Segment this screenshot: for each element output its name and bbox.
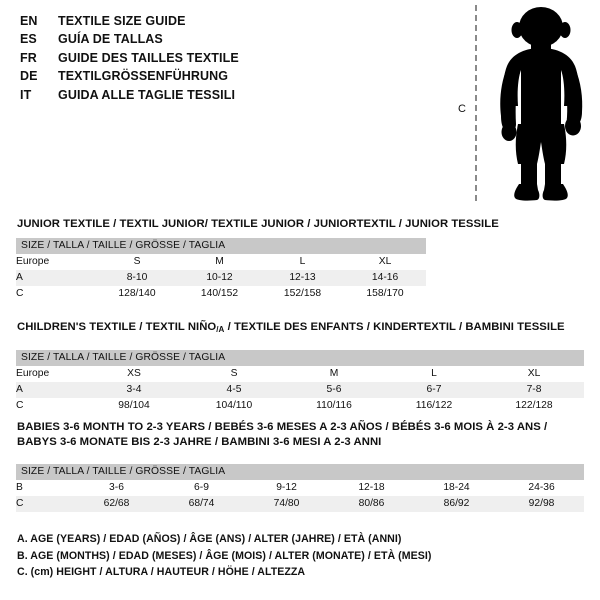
babies-row-label-b: B [16, 480, 74, 496]
section-heading-babies-line1: BABIES 3-6 MONTH TO 2-3 YEARS / BEBÉS 3-… [17, 421, 548, 433]
children-size-table: SIZE / TALLA / TAILLE / GRÖSSE / TAGLIA … [16, 350, 585, 414]
children-row-label-a: A [16, 382, 84, 398]
children-row-label-europe: Europe [16, 366, 84, 382]
junior-row-label-europe: Europe [16, 254, 96, 270]
table-row: C 98/104 104/110 110/116 116/122 122/128 [16, 398, 585, 414]
children-size-l: L [384, 366, 484, 382]
babies-months-2: 6-9 [159, 480, 244, 496]
language-code-es: ES [20, 32, 37, 47]
children-age-xl: 7-8 [484, 382, 585, 398]
table-row: C 62/68 68/74 74/80 80/86 86/92 92/98 [16, 496, 585, 512]
language-row-de: DE TEXTILGRÖSSENFÜHRUNG [20, 69, 440, 87]
children-size-xs: XS [84, 366, 184, 382]
height-illustration: C [440, 0, 600, 210]
section-heading-children-post: / TEXTILE DES ENFANTS / KINDERTEXTIL / B… [224, 321, 565, 333]
junior-row-label-a: A [16, 270, 96, 286]
language-row-es: ES GUÍA DE TALLAS [20, 32, 440, 50]
language-row-it: IT GUIDA ALLE TAGLIE TESSILI [20, 88, 440, 106]
junior-row-label-c: C [16, 286, 96, 302]
babies-height-6: 92/98 [499, 496, 585, 512]
language-title-it: GUIDA ALLE TAGLIE TESSILI [58, 87, 236, 102]
babies-months-6: 24-36 [499, 480, 585, 496]
children-height-l: 116/122 [384, 398, 484, 414]
legend-line-c: C. (cm) HEIGHT / ALTURA / HAUTEUR / HÖHE… [17, 566, 306, 578]
section-heading-babies-line2: BABYS 3-6 MONATE BIS 2-3 JAHRE / BAMBINI… [17, 436, 382, 448]
language-code-de: DE [20, 69, 38, 84]
children-age-s: 4-5 [184, 382, 284, 398]
junior-age-m: 10-12 [178, 270, 261, 286]
children-age-l: 6-7 [384, 382, 484, 398]
babies-months-1: 3-6 [74, 480, 159, 496]
language-row-fr: FR GUIDE DES TAILLES TEXTILE [20, 51, 440, 69]
babies-months-4: 12-18 [329, 480, 414, 496]
babies-table-band-header: SIZE / TALLA / TAILLE / GRÖSSE / TAGLIA [16, 464, 585, 480]
junior-age-l: 12-13 [261, 270, 344, 286]
language-row-en: EN TEXTILE SIZE GUIDE [20, 14, 440, 32]
children-height-s: 104/110 [184, 398, 284, 414]
junior-size-m: M [178, 254, 261, 270]
junior-age-s: 8-10 [96, 270, 178, 286]
junior-height-xl: 158/170 [344, 286, 427, 302]
table-row: Europe S M L XL [16, 254, 427, 270]
language-title-de: TEXTILGRÖSSENFÜHRUNG [58, 69, 229, 84]
table-row: Europe XS S M L XL [16, 366, 585, 382]
junior-table-band-header: SIZE / TALLA / TAILLE / GRÖSSE / TAGLIA [16, 238, 427, 254]
children-height-xs: 98/104 [84, 398, 184, 414]
legend-line-a: A. AGE (YEARS) / EDAD (AÑOS) / ÂGE (ANS)… [17, 533, 402, 545]
children-row-label-c: C [16, 398, 84, 414]
babies-height-2: 68/74 [159, 496, 244, 512]
table-row: C 128/140 140/152 152/158 158/170 [16, 286, 427, 302]
children-table-band-header: SIZE / TALLA / TAILLE / GRÖSSE / TAGLIA [16, 350, 585, 366]
language-title-en: TEXTILE SIZE GUIDE [58, 14, 186, 28]
junior-size-s: S [96, 254, 178, 270]
babies-height-5: 86/92 [414, 496, 499, 512]
legend-block: A. AGE (YEARS) / EDAD (AÑOS) / ÂGE (ANS)… [17, 531, 431, 581]
language-title-block: EN TEXTILE SIZE GUIDE ES GUÍA DE TALLAS … [20, 14, 440, 106]
babies-height-1: 62/68 [74, 496, 159, 512]
junior-height-s: 128/140 [96, 286, 178, 302]
language-code-it: IT [20, 87, 32, 102]
babies-months-3: 9-12 [244, 480, 329, 496]
children-age-m: 5-6 [284, 382, 384, 398]
section-heading-babies: BABIES 3-6 MONTH TO 2-3 YEARS / BEBÉS 3-… [17, 420, 547, 450]
children-band-label: SIZE / TALLA / TAILLE / GRÖSSE / TAGLIA [16, 350, 585, 366]
junior-height-m: 140/152 [178, 286, 261, 302]
babies-months-5: 18-24 [414, 480, 499, 496]
language-title-fr: GUIDE DES TAILLES TEXTILE [58, 50, 239, 65]
legend-line-b: B. AGE (MONTHS) / EDAD (MESES) / ÂGE (MO… [17, 549, 432, 562]
section-heading-children: CHILDREN'S TEXTILE / TEXTIL NIÑO/A / TEX… [17, 320, 565, 335]
children-height-xl: 122/128 [484, 398, 585, 414]
section-heading-children-pre: CHILDREN'S TEXTILE / TEXTIL NIÑO [17, 321, 217, 333]
table-row: B 3-6 6-9 9-12 12-18 18-24 24-36 [16, 480, 585, 496]
babies-height-3: 74/80 [244, 496, 329, 512]
junior-size-l: L [261, 254, 344, 270]
language-title-es: GUÍA DE TALLAS [58, 32, 163, 47]
junior-size-table: SIZE / TALLA / TAILLE / GRÖSSE / TAGLIA … [16, 238, 427, 302]
babies-band-label: SIZE / TALLA / TAILLE / GRÖSSE / TAGLIA [16, 464, 585, 480]
junior-height-l: 152/158 [261, 286, 344, 302]
section-heading-junior: JUNIOR TEXTILE / TEXTIL JUNIOR/ TEXTILE … [17, 218, 499, 230]
section-heading-children-sub: /A [216, 325, 225, 334]
children-size-m: M [284, 366, 384, 382]
height-marker-label: C [458, 103, 466, 115]
child-silhouette-icon [500, 7, 583, 201]
children-age-xs: 3-4 [84, 382, 184, 398]
junior-age-xl: 14-16 [344, 270, 427, 286]
junior-size-xl: XL [344, 254, 427, 270]
children-size-s: S [184, 366, 284, 382]
babies-height-4: 80/86 [329, 496, 414, 512]
language-code-en: EN [20, 14, 38, 28]
table-row: A 8-10 10-12 12-13 14-16 [16, 270, 427, 286]
children-size-xl: XL [484, 366, 585, 382]
junior-band-label: SIZE / TALLA / TAILLE / GRÖSSE / TAGLIA [16, 238, 427, 254]
babies-size-table: SIZE / TALLA / TAILLE / GRÖSSE / TAGLIA … [16, 464, 585, 512]
height-dashed-line [475, 5, 477, 201]
children-height-m: 110/116 [284, 398, 384, 414]
babies-row-label-c: C [16, 496, 74, 512]
table-row: A 3-4 4-5 5-6 6-7 7-8 [16, 382, 585, 398]
language-code-fr: FR [20, 50, 37, 65]
